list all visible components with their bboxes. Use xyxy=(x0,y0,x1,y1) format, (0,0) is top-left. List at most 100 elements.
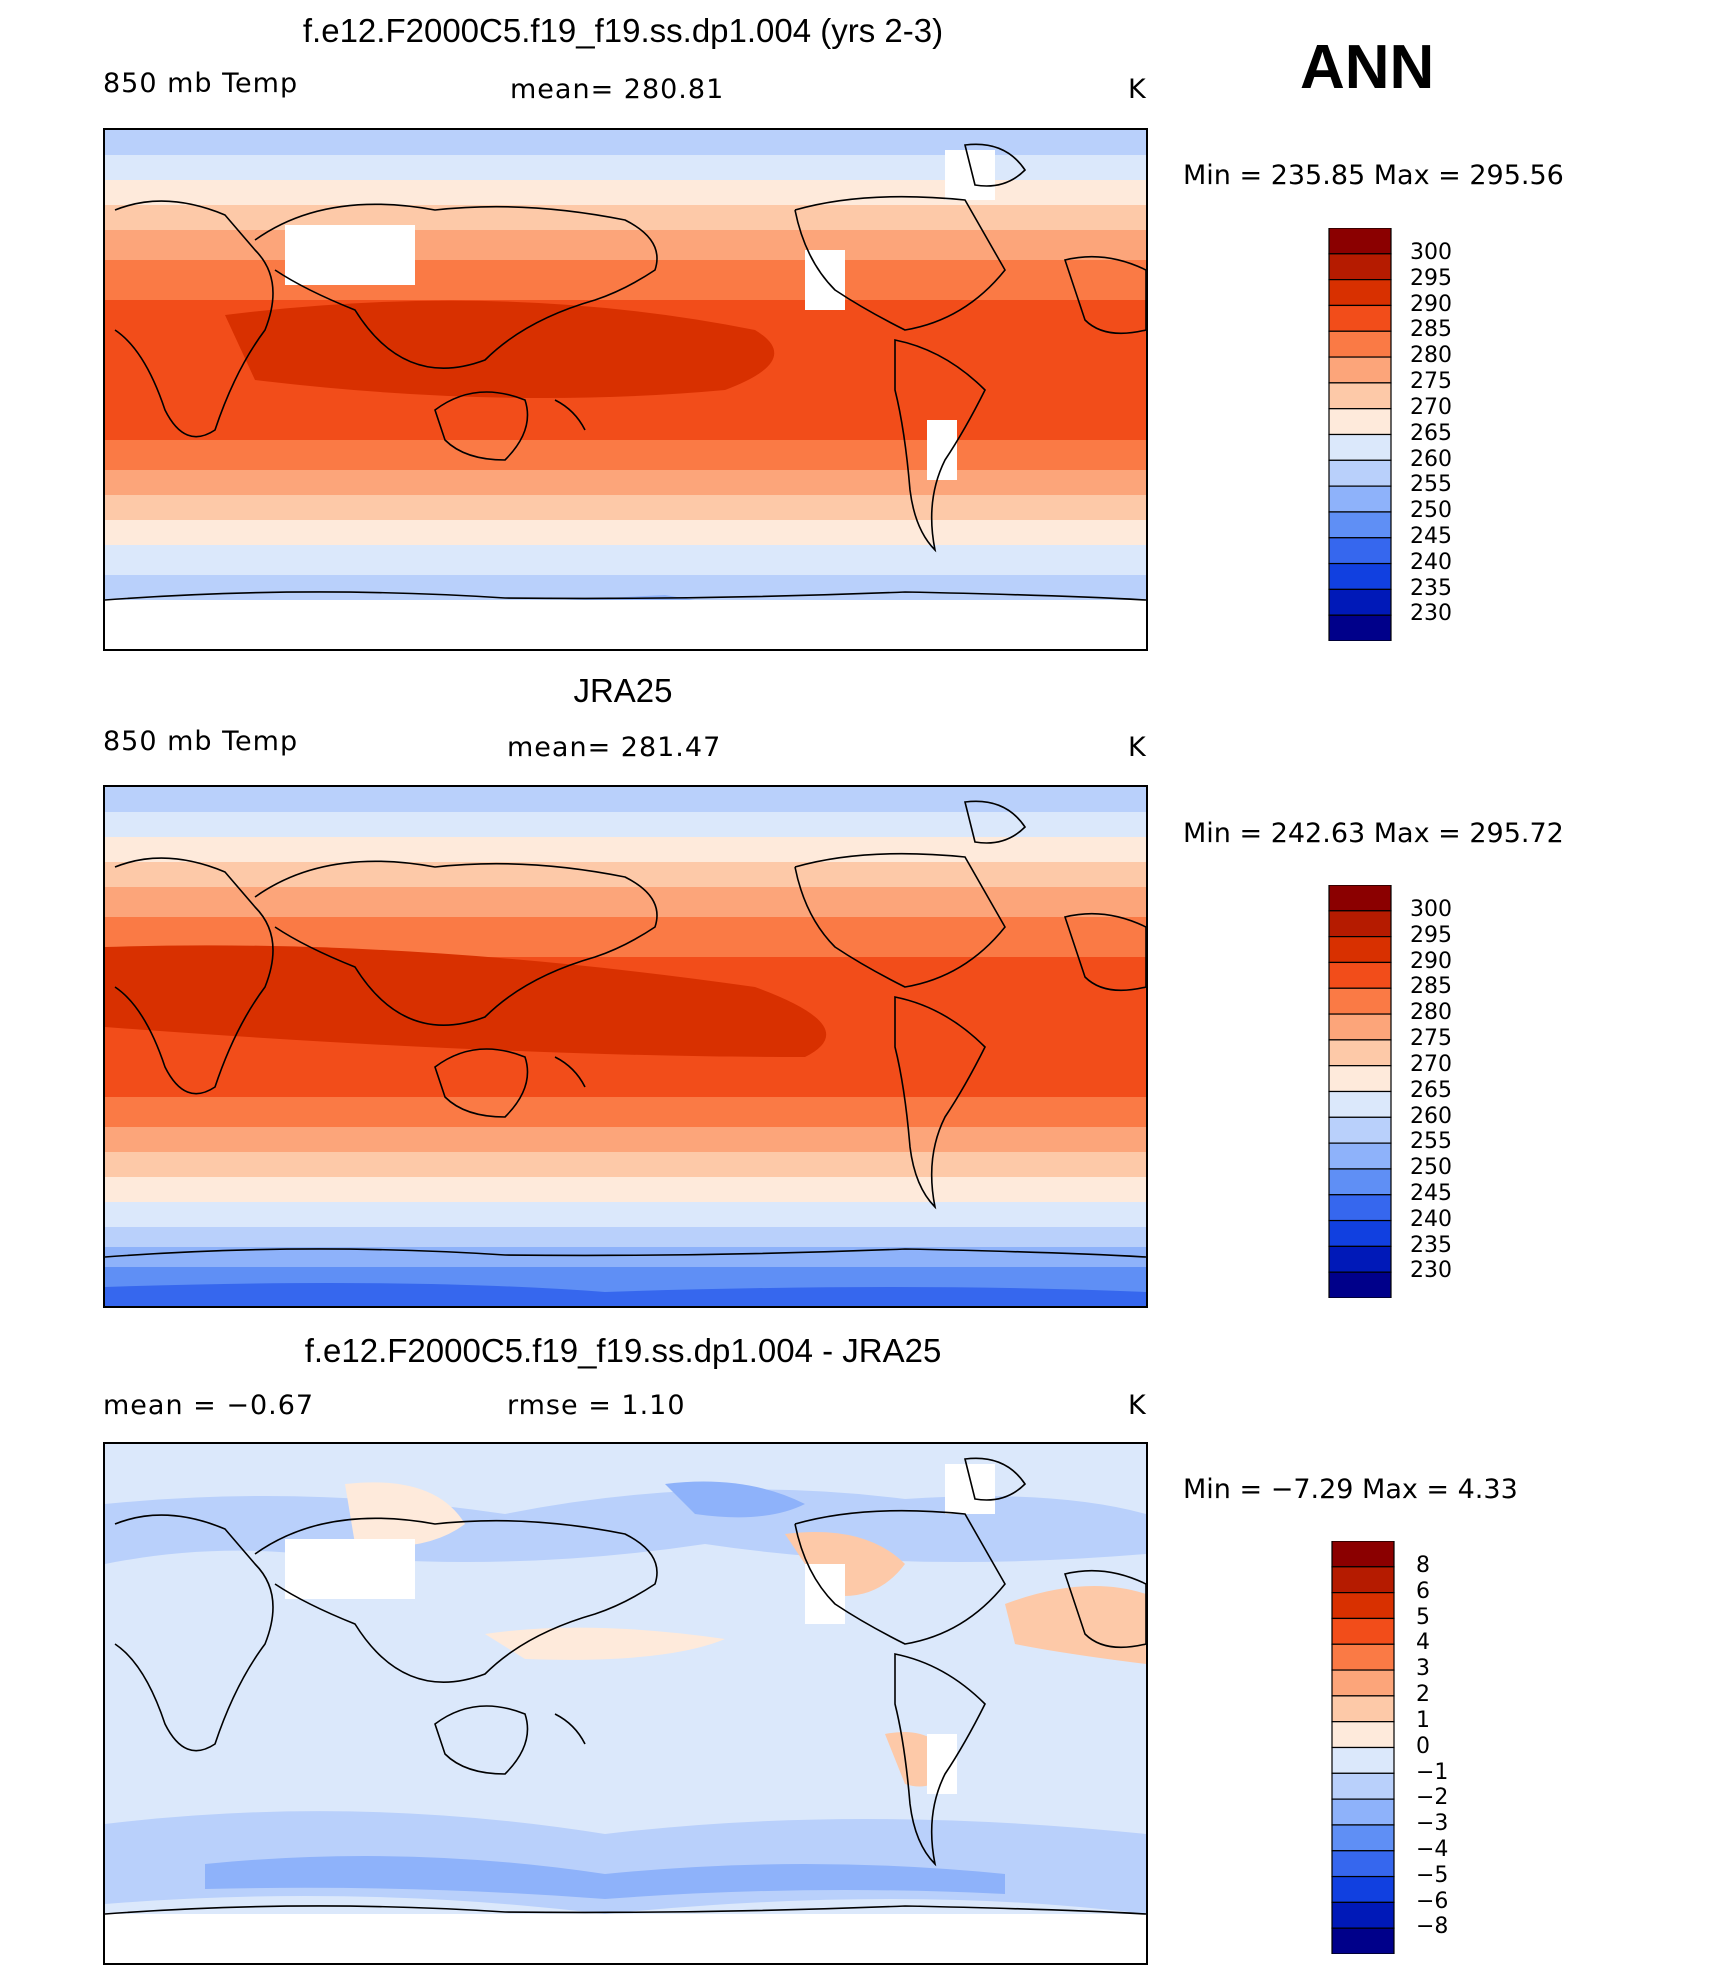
warm-anomaly-atlantic xyxy=(1005,1586,1146,1664)
band-midlat-north-1 xyxy=(105,837,1146,862)
colorbar-tick-label: −2 xyxy=(1416,1785,1449,1811)
colorbar-swatch xyxy=(1328,433,1392,461)
band-subpolar-north xyxy=(105,812,1146,837)
panel-1-mean-label: mean= 280.81 xyxy=(510,74,725,105)
antarctica-missing xyxy=(105,1914,1146,1963)
band-subtropic-south xyxy=(105,440,1146,470)
colorbar-tick-label: 230 xyxy=(1410,1258,1452,1284)
cool-anomaly-south-2 xyxy=(205,1856,1005,1899)
colorbar-swatch xyxy=(1328,1090,1392,1118)
colorbar-swatch xyxy=(1328,936,1392,964)
colorbar-swatch xyxy=(1328,304,1392,332)
panel-1-map xyxy=(103,128,1148,651)
colorbar-tick-label: 270 xyxy=(1410,1051,1452,1077)
colorbar-tick-label: −5 xyxy=(1416,1862,1449,1888)
panel-2-colorbar-labels: 300 295 290 285 280 275 270 265 260 255 250 245 240 2… xyxy=(1410,897,1490,1287)
panel-2-units: K xyxy=(1128,732,1147,763)
colorbar-swatch xyxy=(1328,1039,1392,1067)
colorbar-swatch xyxy=(1328,408,1392,436)
colorbar-tick-label: 240 xyxy=(1410,549,1452,575)
band-midlat-south-3 xyxy=(105,1177,1146,1202)
warm-pool-region xyxy=(105,945,827,1057)
colorbar-swatch xyxy=(1328,562,1392,590)
colorbar-swatch xyxy=(1331,1824,1395,1852)
band-midlat-north-3 xyxy=(105,887,1146,917)
missing-tibet xyxy=(285,1539,415,1599)
missing-andes xyxy=(927,420,957,480)
band-midlat-south-1 xyxy=(105,1127,1146,1152)
band-midlat-south-3 xyxy=(105,520,1146,545)
coastlines xyxy=(105,143,1146,601)
missing-greenland xyxy=(945,150,995,200)
colorbar-tick-label: 290 xyxy=(1410,948,1452,974)
colorbar-tick-label: 2 xyxy=(1416,1682,1430,1708)
panel-2-mean-label: mean= 281.47 xyxy=(507,732,722,763)
colorbar-swatch xyxy=(1328,511,1392,539)
panel-2-map xyxy=(103,785,1148,1308)
panel-3-colorbar xyxy=(1331,1540,1395,1955)
band-polar-south xyxy=(105,575,1146,600)
colorbar-swatch xyxy=(1328,884,1392,912)
colorbar-swatch xyxy=(1328,279,1392,307)
warm-anomaly-pacific xyxy=(485,1627,725,1660)
colorbar-tick-label: −6 xyxy=(1416,1888,1449,1914)
colorbar-swatch xyxy=(1328,485,1392,513)
panel-1-variable-label: 850 mb Temp xyxy=(103,68,299,99)
colorbar-swatch xyxy=(1328,614,1392,642)
band-midlat-south-2 xyxy=(105,495,1146,520)
colorbar-swatch xyxy=(1328,382,1392,410)
colorbar-tick-label: 275 xyxy=(1410,369,1452,395)
panel-3-map xyxy=(103,1442,1148,1965)
colorbar-tick-label: 265 xyxy=(1410,1077,1452,1103)
colorbar-swatch xyxy=(1328,588,1392,616)
panel-3-min-max: Min = −7.29 Max = 4.33 xyxy=(1183,1474,1518,1505)
cool-anomaly-pacific xyxy=(665,1481,805,1518)
colorbar-tick-label: 4 xyxy=(1416,1630,1430,1656)
colorbar-tick-label: 270 xyxy=(1410,394,1452,420)
colorbar-swatch xyxy=(1328,1194,1392,1222)
colorbar-tick-label: 8 xyxy=(1416,1553,1430,1578)
colorbar-tick-label: 265 xyxy=(1410,420,1452,446)
band-midlat-north-2 xyxy=(105,205,1146,230)
missing-tibet xyxy=(285,225,415,285)
colorbar-tick-label: 300 xyxy=(1410,240,1452,265)
colorbar-swatch xyxy=(1328,1245,1392,1273)
panel-1-colorbar xyxy=(1328,227,1392,642)
panel-2-colorbar xyxy=(1328,884,1392,1299)
colorbar-tick-label: 240 xyxy=(1410,1206,1452,1232)
colorbar-tick-label: −8 xyxy=(1416,1914,1449,1940)
colorbar-swatch xyxy=(1328,1116,1392,1144)
colorbar-swatch xyxy=(1331,1540,1395,1568)
warm-pool-region xyxy=(225,300,775,398)
missing-andes xyxy=(927,1734,957,1794)
colorbar-swatch xyxy=(1328,1013,1392,1041)
colorbar-swatch xyxy=(1328,987,1392,1015)
colorbar-swatch xyxy=(1328,356,1392,384)
colorbar-tick-label: 245 xyxy=(1410,523,1452,549)
band-subtropic-north xyxy=(105,260,1146,300)
colorbar-swatch xyxy=(1328,1065,1392,1093)
colorbar-tick-label: 235 xyxy=(1410,1232,1452,1258)
panel-2-variable-label: 850 mb Temp xyxy=(103,726,299,757)
panel-2-min-max: Min = 242.63 Max = 295.72 xyxy=(1183,818,1564,849)
colorbar-swatch xyxy=(1328,253,1392,281)
colorbar-tick-label: 250 xyxy=(1410,1155,1452,1181)
antarctica-missing xyxy=(105,600,1146,649)
coastlines xyxy=(105,800,1146,1258)
panel-3-colorbar-labels: 8 6 5 4 3 2 1 0 −1 −2 −3 −4 −5 −6 −8 xyxy=(1416,1553,1496,1943)
colorbar-swatch xyxy=(1328,1168,1392,1196)
colorbar-swatch xyxy=(1331,1617,1395,1645)
colorbar-tick-label: −3 xyxy=(1416,1811,1449,1837)
band-subpolar-south xyxy=(105,545,1146,575)
coastlines xyxy=(105,1457,1146,1915)
band-subpolar-south xyxy=(105,1202,1146,1227)
band-midlat-south-1 xyxy=(105,470,1146,495)
colorbar-tick-label: 245 xyxy=(1410,1180,1452,1206)
colorbar-swatch xyxy=(1328,227,1392,255)
colorbar-tick-label: 230 xyxy=(1410,601,1452,627)
colorbar-swatch xyxy=(1331,1669,1395,1697)
band-midlat-north-2 xyxy=(105,862,1146,887)
season-label: ANN xyxy=(1300,33,1435,102)
colorbar-swatch xyxy=(1331,1798,1395,1826)
colorbar-tick-label: 280 xyxy=(1410,343,1452,369)
